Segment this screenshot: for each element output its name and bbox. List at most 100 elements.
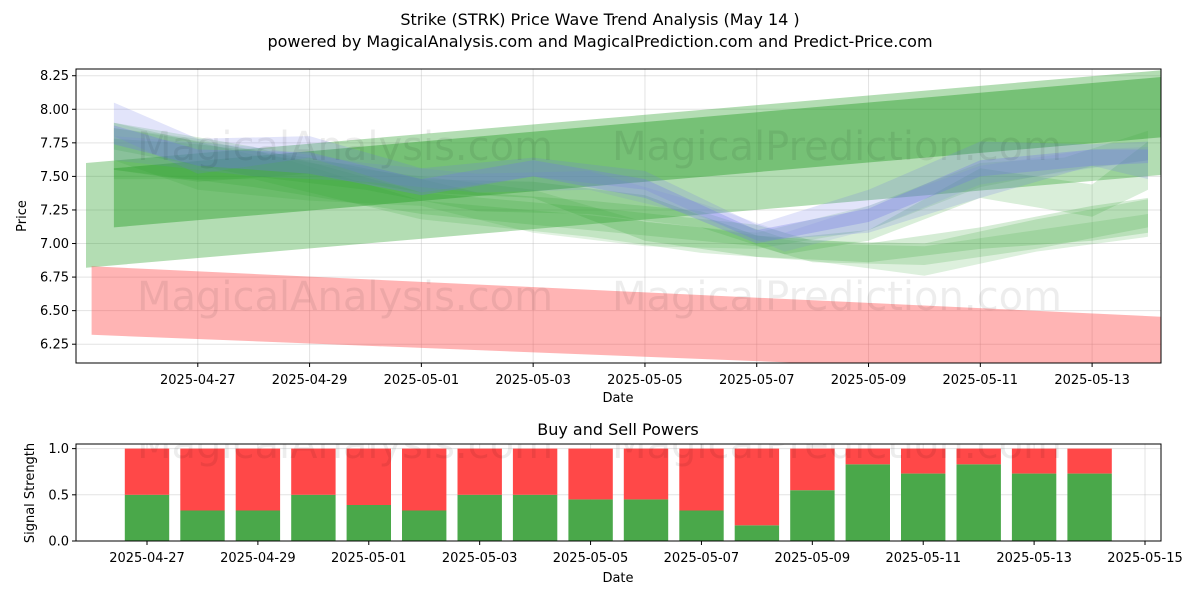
powers-x-tick-label: 2025-04-27 (109, 551, 185, 566)
price-bands (86, 70, 1161, 363)
powers-x-tick-label: 2025-05-07 (664, 551, 740, 566)
powers-y-tick-label: 1.0 (48, 442, 69, 457)
powers-x-tick-label: 2025-05-03 (442, 551, 518, 566)
powers-x-tick-label: 2025-05-05 (553, 551, 629, 566)
buy-bar (845, 464, 890, 541)
powers-x-tick-label: 2025-05-09 (775, 551, 851, 566)
powers-x-tick-label: 2025-04-29 (220, 551, 296, 566)
price-x-tick-label: 2025-05-05 (607, 373, 683, 388)
price-y-tick-label: 6.50 (40, 304, 69, 319)
powers-x-tick-label: 2025-05-01 (331, 551, 407, 566)
powers-x-tick-label: 2025-05-15 (1107, 551, 1183, 566)
sell-bar (679, 448, 724, 511)
buy-bar (124, 494, 170, 541)
sell-bar (1067, 448, 1112, 474)
price-y-tick-label: 7.50 (40, 170, 69, 185)
powers-watermark: MagicalAnalysis.com (137, 422, 553, 468)
sell-bar (901, 448, 946, 474)
price-band-blue-wave-2 (113, 125, 1148, 244)
price-grid (76, 69, 1161, 363)
buy-bar (734, 525, 780, 541)
buy-bar (790, 490, 835, 541)
price-watermarks: MagicalAnalysis.com MagicalPrediction.com… (137, 124, 1062, 320)
powers-y-tick-label: 0.5 (48, 488, 69, 503)
sell-bar (956, 448, 1001, 465)
buy-bar (180, 510, 225, 541)
price-y-tick-label: 8.00 (40, 103, 69, 118)
chart-title: Strike (STRK) Price Wave Trend Analysis … (400, 10, 799, 29)
price-x-tick-label: 2025-04-29 (272, 373, 348, 388)
buy-bar (402, 510, 447, 541)
price-y-tick-label: 7.25 (40, 203, 69, 218)
powers-watermarks: MagicalAnalysis.com MagicalPrediction.com (137, 422, 1062, 468)
powers-x-ticks: 2025-04-27 2025-04-29 2025-05-01 2025-05-03… (109, 541, 1183, 566)
sell-bar (402, 448, 447, 511)
price-y-tick-label: 7.00 (40, 237, 69, 252)
sell-bar (235, 448, 281, 511)
price-band-green-wave-3 (113, 138, 1148, 263)
sell-bar (734, 448, 780, 526)
price-x-tick-label: 2025-05-11 (943, 373, 1019, 388)
powers-y-ticks: 0.0 0.5 1.0 (48, 442, 76, 550)
buy-bar (512, 494, 558, 541)
price-x-tick-label: 2025-05-07 (719, 373, 795, 388)
powers-bars (124, 448, 1112, 541)
price-watermark: MagicalAnalysis.com (137, 274, 553, 320)
buy-bar (956, 464, 1001, 541)
price-watermark: MagicalPrediction.com (612, 274, 1062, 320)
powers-y-label: Signal Strength (23, 443, 38, 543)
buy-bar (623, 499, 669, 541)
price-y-tick-label: 6.75 (40, 271, 69, 286)
price-x-tick-label: 2025-05-03 (495, 373, 571, 388)
sell-bar (457, 448, 502, 495)
price-band-red-trend (91, 266, 1161, 363)
buy-bar (346, 505, 391, 541)
sell-bar (568, 448, 613, 500)
price-x-tick-label: 2025-05-01 (384, 373, 460, 388)
price-y-tick-label: 7.75 (40, 136, 69, 151)
sell-bar (346, 448, 391, 505)
buy-bar (457, 494, 502, 541)
sell-bar (623, 448, 669, 500)
price-band-green-wave-4 (113, 128, 1148, 249)
sell-bar (180, 448, 225, 511)
price-y-label: Price (15, 200, 30, 232)
chart-subtitle: powered by MagicalAnalysis.com and Magic… (267, 32, 932, 51)
powers-watermark: MagicalPrediction.com (612, 422, 1062, 468)
buy-bar (568, 499, 613, 541)
buy-bar (235, 510, 281, 541)
powers-y-tick-label: 0.0 (48, 535, 69, 550)
powers-x-label: Date (602, 571, 633, 586)
price-x-tick-label: 2025-05-13 (1054, 373, 1130, 388)
price-band-green-wave-1 (113, 122, 1148, 265)
buy-bar (1067, 473, 1112, 541)
sell-bar (845, 448, 890, 465)
price-band-green-trend-inner (113, 76, 1161, 228)
price-band-blue-wave-1 (113, 102, 1148, 241)
buy-bar (291, 494, 336, 541)
powers-plot-frame (75, 443, 1162, 542)
price-x-tick-label: 2025-04-27 (160, 373, 236, 388)
buy-bar (901, 473, 946, 541)
price-y-tick-label: 6.25 (40, 338, 69, 353)
powers-x-tick-label: 2025-05-11 (885, 551, 961, 566)
price-x-label: Date (602, 391, 633, 406)
price-watermark: MagicalAnalysis.com (137, 124, 553, 170)
sell-bar (512, 448, 558, 495)
sell-bar (790, 448, 835, 491)
price-watermark: MagicalPrediction.com (612, 124, 1062, 170)
price-plot-frame (75, 68, 1162, 364)
price-band-blue-wave-3 (113, 136, 1148, 252)
powers-x-tick-label: 2025-05-13 (996, 551, 1072, 566)
sell-bar (1011, 448, 1057, 474)
price-band-green-trend-outer (86, 70, 1161, 268)
price-x-tick-label: 2025-05-09 (831, 373, 907, 388)
price-band-green-wave-5 (113, 122, 1148, 255)
sell-bar (124, 448, 170, 495)
buy-bar (1011, 473, 1057, 541)
buy-bar (679, 510, 724, 541)
price-y-ticks: 6.25 6.50 6.75 7.00 7.25 7.50 7.75 8.00 8.25 (40, 69, 76, 353)
price-y-tick-label: 8.25 (40, 69, 69, 84)
sell-bar (291, 448, 336, 495)
